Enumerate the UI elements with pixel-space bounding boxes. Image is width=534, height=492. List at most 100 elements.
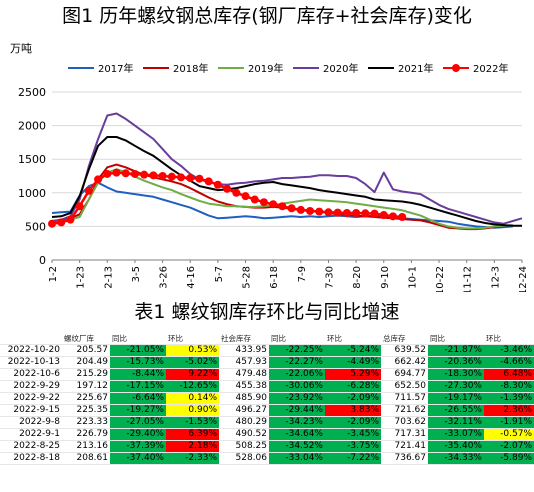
table-cell-s_yoy: -29.44%	[269, 404, 325, 417]
legend-label: 2017年	[98, 62, 133, 75]
table-cell-social: 490.52	[219, 428, 269, 441]
table-cell-t_yoy: -18.30%	[428, 368, 484, 381]
table-cell-date: 2022-9-29	[0, 380, 62, 393]
x-tick-label: 3-5	[131, 266, 142, 282]
x-tick-label: 7-9	[297, 266, 308, 282]
table-cell-f_yoy: -21.05%	[110, 344, 166, 357]
series-point-2022年	[315, 207, 324, 216]
table-cell-t_mom: -2.07%	[484, 440, 534, 453]
table-cell-total: 639.52	[381, 344, 428, 357]
series-point-2022年	[287, 204, 296, 213]
table-cell-t_mom: -8.30%	[484, 380, 534, 393]
table-cell-f_yoy: -15.73%	[110, 356, 166, 369]
table-cell-s_mom: 3.83%	[325, 404, 381, 417]
table-cell-t_yoy: -35.40%	[428, 440, 484, 453]
series-point-2022年	[361, 209, 370, 218]
table-cell-f_mom: -2.33%	[166, 452, 219, 465]
table-row: 2022-9-15 225.35 -19.27% 0.90% 496.27 -29.44%…	[0, 404, 534, 417]
series-point-2022年	[186, 174, 195, 183]
series-point-2022年	[158, 172, 167, 180]
series-point-2022年	[177, 173, 186, 182]
table-cell-social: 508.25	[219, 440, 269, 453]
series-point-2022年	[333, 208, 342, 217]
y-tick-label: 2000	[18, 120, 46, 133]
table-cell-factory: 226.79	[62, 428, 110, 441]
table-cell-f_mom: 2.18%	[166, 440, 219, 453]
table-cell-total: 652.50	[381, 380, 428, 393]
table-header-cell: 螺纹厂库	[62, 332, 110, 345]
table-cell-f_yoy: -27.05%	[110, 416, 166, 429]
series-point-2022年	[388, 212, 397, 221]
series-point-2022年	[66, 215, 75, 224]
series-point-2022年	[250, 195, 259, 204]
table-cell-f_mom: 0.53%	[166, 344, 219, 357]
legend-label: 2022年	[473, 62, 508, 75]
table-cell-f_yoy: -8.44%	[110, 368, 166, 381]
x-tick-label: 1-2	[48, 266, 59, 282]
table-cell-date: 2022-9-22	[0, 392, 62, 405]
table-header-cell: 环比	[484, 332, 534, 345]
legend-marker	[452, 64, 460, 72]
table-cell-date: 2022-9-8	[0, 416, 62, 429]
table-cell-f_mom: -5.02%	[166, 356, 219, 369]
y-tick-label: 2500	[18, 86, 46, 99]
series-point-2022年	[121, 169, 130, 178]
table-header-cell: 环比	[166, 332, 219, 345]
table-cell-date: 2022-8-18	[0, 452, 62, 465]
table-cell-social: 485.90	[219, 392, 269, 405]
series-layer	[48, 112, 523, 231]
table-row: 2022-10-20 205.57 -21.05% 0.53% 433.95 -22.25…	[0, 344, 534, 357]
table-cell-t_yoy: -32.11%	[428, 416, 484, 429]
series-point-2022年	[204, 177, 213, 186]
x-tick-label: 6-18	[269, 266, 280, 289]
table-cell-s_mom: -3.45%	[325, 428, 381, 441]
table-cell-factory: 223.33	[62, 416, 110, 429]
table-cell-total: 694.77	[381, 368, 428, 381]
table-body: 2022-10-20 205.57 -21.05% 0.53% 433.95 -22.25…	[0, 344, 534, 465]
table-header-cell: 总库存	[381, 332, 428, 345]
table-title: 表1 螺纹钢库存环比与同比增速	[134, 301, 400, 323]
legend-label: 2021年	[398, 62, 433, 75]
table-cell-social: 457.93	[219, 356, 269, 369]
table-row: 2022-10-6 215.29 -8.44% 9.22% 479.48 -22.06% 5…	[0, 368, 534, 381]
table-cell-f_mom: 6.39%	[166, 428, 219, 441]
table-cell-total: 721.41	[381, 440, 428, 453]
series-point-2022年	[57, 218, 66, 227]
table-cell-s_mom: -2.09%	[325, 392, 381, 405]
table-cell-f_yoy: -37.40%	[110, 452, 166, 465]
legend-layer: 2017年 2018年 2019年 2020年 2021年 2022年	[68, 62, 508, 75]
series-point-2022年	[269, 200, 278, 209]
table-cell-total: 662.42	[381, 356, 428, 369]
series-point-2022年	[195, 174, 204, 183]
table-cell-s_yoy: -22.27%	[269, 356, 325, 369]
table-cell-social: 479.48	[219, 368, 269, 381]
x-tick-label: 12-24	[518, 266, 529, 292]
table-row: 2022-9-22 225.67 -6.64% 0.14% 485.90 -23.92% -…	[0, 392, 534, 405]
y-tick-label: 0	[39, 254, 46, 267]
table-cell-t_mom: 6.48%	[484, 368, 534, 381]
table-cell-s_mom: -7.22%	[325, 452, 381, 465]
series-point-2022年	[398, 212, 407, 221]
series-point-2022年	[352, 208, 361, 217]
table-cell-t_yoy: -27.30%	[428, 380, 484, 393]
table-cell-t_yoy: -21.87%	[428, 344, 484, 357]
series-point-2022年	[306, 206, 315, 215]
table-cell-t_yoy: -34.33%	[428, 452, 484, 465]
table-cell-s_yoy: -22.25%	[269, 344, 325, 357]
series-point-2022年	[296, 205, 305, 214]
table-header-row: 螺纹厂库 同比 环比 社会库存 同比 环比 总库存 同比 环比	[0, 332, 534, 345]
series-point-2022年	[140, 170, 149, 179]
series-point-2022年	[130, 169, 139, 178]
table-header-cell: 社会库存	[219, 332, 269, 345]
table-cell-s_mom: -2.09%	[325, 416, 381, 429]
table-cell-t_mom: -4.66%	[484, 356, 534, 369]
table-cell-total: 703.62	[381, 416, 428, 429]
x-tick-label: 10-22	[435, 266, 446, 292]
table-cell-factory: 225.67	[62, 392, 110, 405]
table-cell-date: 2022-10-6	[0, 368, 62, 381]
x-tick-label: 11-12	[463, 266, 474, 292]
table-cell-s_yoy: -23.92%	[269, 392, 325, 405]
table-cell-social: 480.29	[219, 416, 269, 429]
table-header-cell: 同比	[269, 332, 325, 345]
table-row: 2022-9-8 223.33 -27.05% -1.53% 480.29 -34.23%…	[0, 416, 534, 429]
